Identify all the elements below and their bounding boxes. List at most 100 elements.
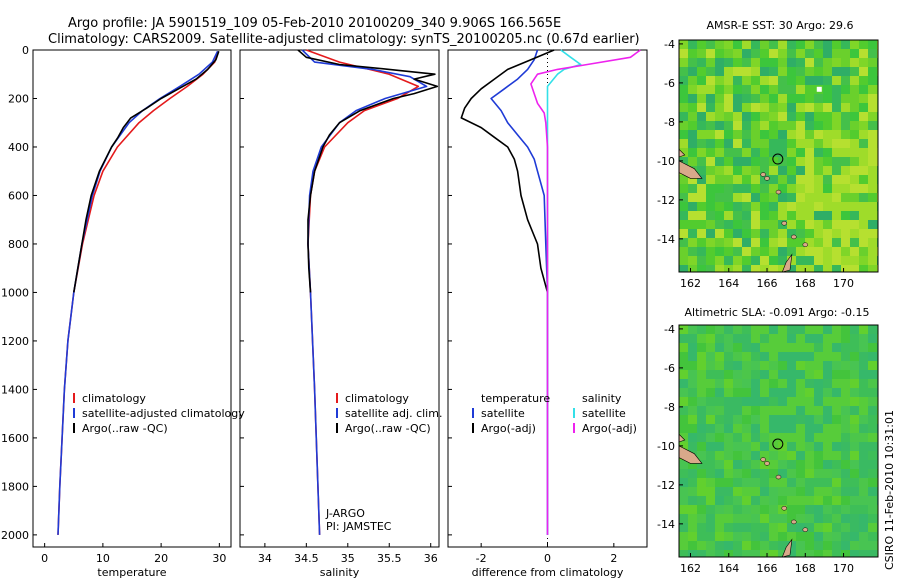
plot-frame bbox=[32, 49, 232, 548]
map-cell bbox=[850, 415, 859, 424]
map-x-tick-label: 168 bbox=[795, 277, 816, 290]
map-cell bbox=[868, 478, 877, 487]
map-cell bbox=[850, 442, 859, 451]
map-cell bbox=[760, 139, 769, 148]
map-cell bbox=[850, 532, 859, 541]
map-cell bbox=[724, 424, 733, 433]
map-cell bbox=[850, 211, 859, 220]
map-cell bbox=[787, 541, 796, 550]
map-cell bbox=[742, 238, 751, 247]
map-cell bbox=[688, 505, 697, 514]
map-cell bbox=[859, 229, 868, 238]
map-cell bbox=[760, 238, 769, 247]
map-cell bbox=[688, 139, 697, 148]
map-cell bbox=[697, 121, 706, 130]
sla-map: 162 164 166 168 170 -4 -6 -8 -10 -12 -14 bbox=[657, 323, 879, 575]
map-cell bbox=[751, 211, 760, 220]
map-cell bbox=[778, 370, 787, 379]
map-cell bbox=[697, 211, 706, 220]
map-cell bbox=[823, 157, 832, 166]
map-cell bbox=[715, 388, 724, 397]
map-cell bbox=[715, 478, 724, 487]
map-cell bbox=[796, 193, 805, 202]
map-cell bbox=[778, 424, 787, 433]
map-cell bbox=[733, 370, 742, 379]
map-cell bbox=[760, 406, 769, 415]
map-cell bbox=[751, 496, 760, 505]
map-cell bbox=[823, 397, 832, 406]
map-cell bbox=[823, 496, 832, 505]
map-cell bbox=[796, 352, 805, 361]
map-cell bbox=[688, 415, 697, 424]
map-cell bbox=[715, 202, 724, 211]
map-cell bbox=[823, 103, 832, 112]
map-cell bbox=[787, 343, 796, 352]
map-cell bbox=[724, 406, 733, 415]
map-cell bbox=[868, 343, 877, 352]
map-cell bbox=[697, 202, 706, 211]
map-cell bbox=[751, 406, 760, 415]
map-cell bbox=[769, 166, 778, 175]
legend-label-satellite: satellite-adjusted climatology bbox=[82, 407, 245, 420]
map-cell bbox=[742, 523, 751, 532]
map-cell bbox=[751, 532, 760, 541]
map-cell bbox=[841, 247, 850, 256]
map-cell bbox=[814, 265, 823, 272]
map-cell bbox=[697, 58, 706, 67]
map-cell bbox=[841, 550, 850, 557]
map-cell bbox=[769, 256, 778, 265]
map-cell bbox=[823, 76, 832, 85]
map-cell bbox=[679, 442, 688, 451]
map-cell bbox=[751, 238, 760, 247]
map-cell bbox=[679, 361, 688, 370]
map-cell bbox=[814, 238, 823, 247]
map-cell bbox=[697, 139, 706, 148]
map-cell bbox=[796, 487, 805, 496]
map-cell bbox=[778, 211, 787, 220]
map-cell bbox=[769, 424, 778, 433]
island-dot bbox=[764, 176, 770, 181]
map-cell bbox=[679, 229, 688, 238]
map-cell bbox=[787, 103, 796, 112]
map-cell bbox=[823, 334, 832, 343]
map-cell bbox=[805, 211, 814, 220]
map-cell bbox=[769, 406, 778, 415]
map-cell bbox=[751, 343, 760, 352]
map-cell bbox=[832, 406, 841, 415]
map-cell bbox=[733, 352, 742, 361]
map-cell bbox=[832, 532, 841, 541]
map-cell bbox=[823, 256, 832, 265]
map-cell bbox=[814, 67, 823, 76]
map-cell bbox=[688, 103, 697, 112]
map-cell bbox=[751, 334, 760, 343]
map-cell bbox=[697, 514, 706, 523]
map-cell bbox=[787, 532, 796, 541]
map-cell bbox=[706, 85, 715, 94]
map-cell bbox=[787, 157, 796, 166]
map-cell bbox=[823, 175, 832, 184]
map-cell bbox=[823, 67, 832, 76]
map-cell bbox=[859, 58, 868, 67]
map-cell bbox=[859, 334, 868, 343]
map-cell bbox=[697, 184, 706, 193]
map-cell bbox=[751, 478, 760, 487]
map-cell bbox=[868, 352, 877, 361]
map-cell bbox=[724, 523, 733, 532]
map-cell bbox=[805, 112, 814, 121]
map-cell bbox=[715, 58, 724, 67]
map-cell bbox=[823, 451, 832, 460]
map-cell bbox=[769, 334, 778, 343]
map-cell bbox=[805, 94, 814, 103]
map-cell bbox=[805, 202, 814, 211]
map-cell bbox=[706, 76, 715, 85]
map-cell bbox=[751, 112, 760, 121]
map-cell bbox=[760, 379, 769, 388]
map-cell bbox=[859, 184, 868, 193]
map-cell bbox=[760, 352, 769, 361]
map-cell bbox=[823, 388, 832, 397]
map-cell bbox=[760, 325, 769, 334]
map-frame bbox=[678, 324, 879, 558]
map-cell bbox=[868, 532, 877, 541]
map-cell bbox=[724, 325, 733, 334]
